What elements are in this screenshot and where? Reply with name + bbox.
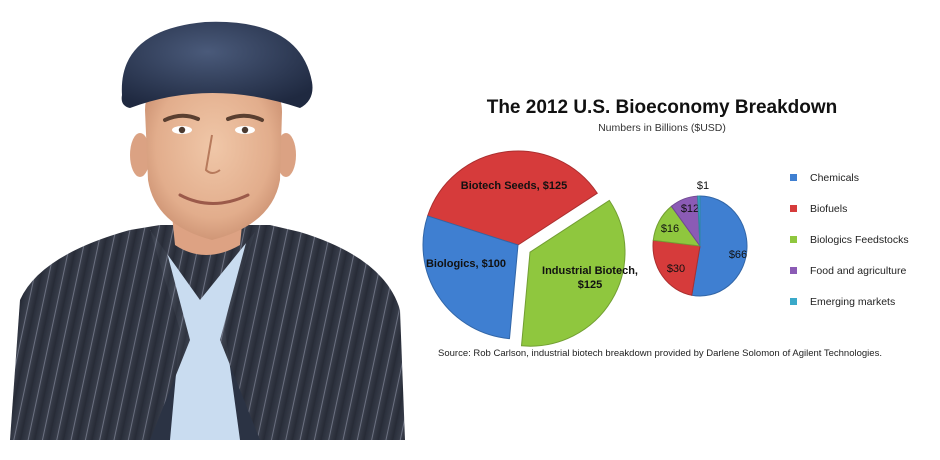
legend-swatch bbox=[790, 236, 797, 243]
pie-slice bbox=[520, 199, 626, 347]
slice-label: Biotech Seeds, $125 bbox=[461, 180, 567, 192]
pie-slice bbox=[422, 215, 519, 340]
legend-label: Chemicals bbox=[810, 172, 859, 184]
legend-label: Emerging markets bbox=[810, 296, 895, 308]
slice-label: $16 bbox=[661, 223, 679, 235]
legend-label: Biofuels bbox=[810, 203, 847, 215]
bioeconomy-pie: Biotech Seeds, $125 Industrial Biotech, $1… bbox=[422, 150, 638, 347]
legend-swatch bbox=[790, 267, 797, 274]
slice-label: $30 bbox=[667, 263, 685, 275]
source-note: Source: Rob Carlson, industrial biotech … bbox=[438, 348, 882, 359]
chart-subtitle: Numbers in Billions ($USD) bbox=[598, 122, 726, 134]
legend-swatch bbox=[790, 205, 797, 212]
chart-title: The 2012 U.S. Bioeconomy Breakdown bbox=[487, 97, 838, 118]
legend-swatch bbox=[790, 298, 797, 305]
slice-label: Industrial Biotech, $125 bbox=[542, 265, 638, 291]
industrial-biotech-pie: $66 $30 $16$12 $1 bbox=[652, 180, 748, 297]
slice-label: $66 bbox=[729, 249, 747, 261]
legend-label: Biologics Feedstocks bbox=[810, 234, 909, 246]
pie-slice bbox=[427, 150, 598, 246]
slice-label: Biologics, $100 bbox=[426, 258, 506, 270]
legend: Chemicals Biofuels Biologics Feedstocks Foo… bbox=[790, 172, 909, 308]
slice-label: $1 bbox=[697, 180, 709, 192]
portrait-photo bbox=[10, 21, 405, 440]
legend-swatch bbox=[790, 174, 797, 181]
pie-slice bbox=[652, 239, 701, 296]
pie-slice bbox=[697, 195, 701, 247]
legend-label: Food and agriculture bbox=[810, 265, 906, 277]
slice-label: $12 bbox=[681, 203, 699, 215]
pie-slice bbox=[691, 195, 748, 297]
